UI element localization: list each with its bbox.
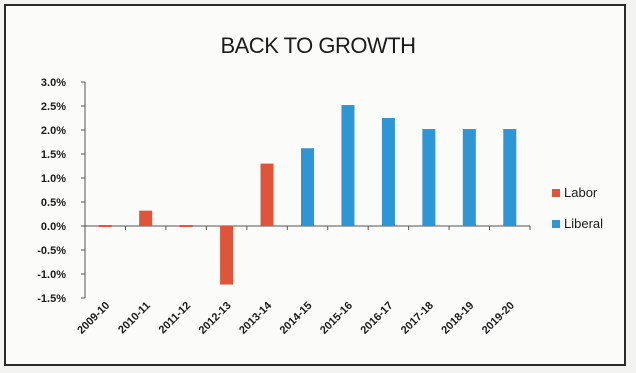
bar-liberal	[301, 148, 314, 226]
legend-label-liberal: Liberal	[564, 216, 603, 231]
x-tick-label: 2015-16	[318, 300, 355, 337]
bar-labor	[98, 225, 112, 228]
x-tick-label: 2019-20	[480, 300, 517, 337]
chart-title: BACK TO GROWTH	[220, 33, 416, 58]
legend-swatch-labor	[552, 189, 560, 197]
x-tick-label: 2009-10	[75, 300, 112, 337]
y-tick-label: -1.5%	[37, 293, 66, 305]
legend-label-labor: Labor	[564, 185, 598, 200]
x-tick-label: 2014-15	[278, 300, 315, 337]
x-tick-label: 2016-17	[358, 300, 395, 337]
x-tick-label: 2018-19	[439, 300, 476, 337]
bar-liberal	[381, 118, 395, 226]
legend-swatch-liberal	[552, 220, 560, 228]
y-tick-label: -0.5%	[37, 245, 66, 257]
bar-liberal	[503, 129, 517, 226]
y-tick-label: 0.5%	[41, 197, 66, 209]
bar-liberal	[422, 129, 436, 226]
y-tick-label: 1.0%	[41, 173, 66, 185]
y-tick-label: 3.0%	[41, 77, 66, 89]
bar-labor	[260, 163, 274, 226]
bar-liberal	[341, 105, 355, 226]
bar-liberal	[462, 129, 476, 226]
y-tick-label: -1.0%	[37, 269, 66, 281]
x-tick-label: 2012-13	[197, 300, 234, 337]
y-tick-label: 1.5%	[41, 149, 66, 161]
x-tick-label: 2010-11	[116, 300, 153, 337]
x-tick-label: 2011-12	[157, 300, 194, 337]
bar-labor	[139, 210, 153, 226]
x-tick-label: 2013-14	[237, 299, 275, 337]
chart-frame	[4, 4, 626, 366]
bar-labor	[179, 225, 193, 228]
bar-labor	[220, 226, 234, 285]
y-tick-label: 0.0%	[41, 221, 66, 233]
y-tick-label: 2.5%	[41, 101, 66, 113]
y-tick-label: 2.0%	[41, 125, 66, 137]
x-tick-label: 2017-18	[399, 300, 436, 337]
